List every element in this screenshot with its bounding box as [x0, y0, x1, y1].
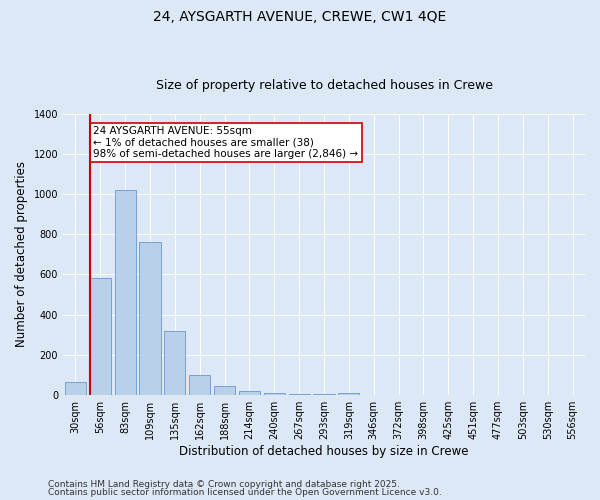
Bar [90, 278, 111, 394]
X-axis label: Distribution of detached houses by size in Crewe: Distribution of detached houses by size … [179, 444, 469, 458]
Bar [189, 374, 211, 394]
Bar [65, 382, 86, 394]
Text: Contains public sector information licensed under the Open Government Licence v3: Contains public sector information licen… [48, 488, 442, 497]
Bar [264, 392, 285, 394]
Title: Size of property relative to detached houses in Crewe: Size of property relative to detached ho… [155, 79, 493, 92]
Bar [338, 392, 359, 394]
Bar [239, 390, 260, 394]
Bar [164, 330, 185, 394]
Text: Contains HM Land Registry data © Crown copyright and database right 2025.: Contains HM Land Registry data © Crown c… [48, 480, 400, 489]
Y-axis label: Number of detached properties: Number of detached properties [15, 162, 28, 348]
Bar [214, 386, 235, 394]
Bar [139, 242, 161, 394]
Text: 24 AYSGARTH AVENUE: 55sqm
← 1% of detached houses are smaller (38)
98% of semi-d: 24 AYSGARTH AVENUE: 55sqm ← 1% of detach… [94, 126, 359, 159]
Text: 24, AYSGARTH AVENUE, CREWE, CW1 4QE: 24, AYSGARTH AVENUE, CREWE, CW1 4QE [154, 10, 446, 24]
Bar [115, 190, 136, 394]
